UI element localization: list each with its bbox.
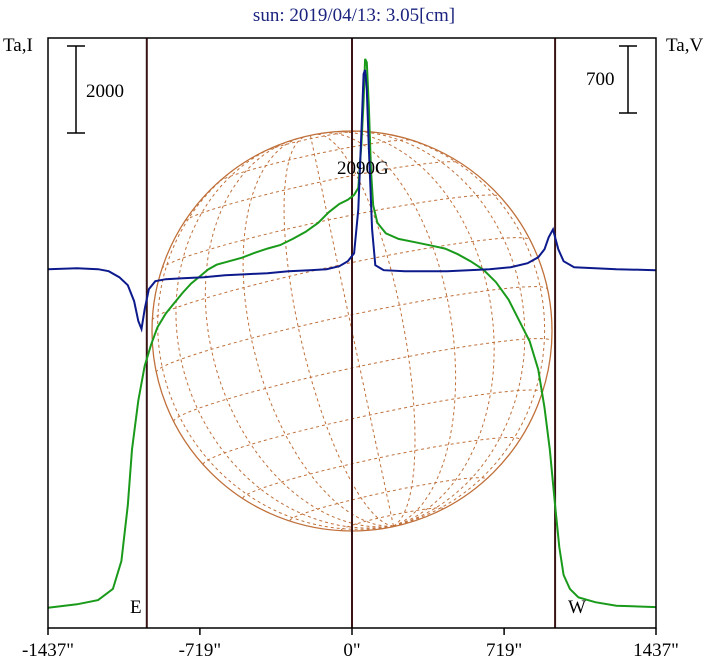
parallel-line	[161, 194, 501, 270]
parallel-line	[151, 237, 531, 321]
parallel-line	[202, 389, 543, 465]
series-line-polarization	[47, 69, 657, 333]
x-tick-label: -719"	[179, 640, 222, 661]
x-tick-label: 719"	[486, 640, 522, 661]
left-axis-label: Ta,I	[3, 35, 33, 56]
meridian-line	[204, 139, 394, 528]
parallel-line	[173, 338, 553, 422]
right-scale-bar-label: 700	[586, 69, 615, 90]
x-axis-ticks: -1437" -719" 0" 719" 1437"	[22, 628, 679, 661]
chart-title: sun: 2019/04/13: 3.05[cm]	[253, 5, 455, 26]
peak-annotation: 2090G	[337, 158, 389, 179]
east-limb-label: E	[130, 597, 142, 618]
parallel-line	[340, 507, 444, 531]
meridian-line	[320, 132, 457, 527]
meridian-line	[283, 136, 394, 527]
meridian-line	[175, 143, 394, 529]
parallel-line	[289, 477, 487, 521]
west-limb-label: W	[568, 597, 586, 618]
meridian-line	[341, 130, 526, 527]
parallel-line	[242, 437, 521, 499]
right-axis-label: Ta,V	[666, 35, 703, 56]
meridian-line	[328, 131, 495, 527]
x-tick-label: 1437"	[633, 640, 679, 661]
parallel-line	[263, 130, 360, 153]
parallel-line	[218, 139, 413, 182]
x-tick-label: 0"	[343, 640, 360, 661]
meridian-line	[157, 156, 394, 530]
meridian-line	[315, 133, 416, 527]
vertical-reference-lines	[145, 38, 557, 628]
x-tick-label: -1437"	[22, 640, 74, 661]
meridian-line	[242, 137, 394, 527]
left-scale-bar-label: 2000	[86, 81, 124, 102]
right-scale-bar	[619, 45, 637, 114]
parallel-line	[184, 161, 461, 222]
meridian-line	[309, 135, 394, 527]
meridian-line	[370, 131, 546, 527]
left-scale-bar	[67, 45, 85, 134]
